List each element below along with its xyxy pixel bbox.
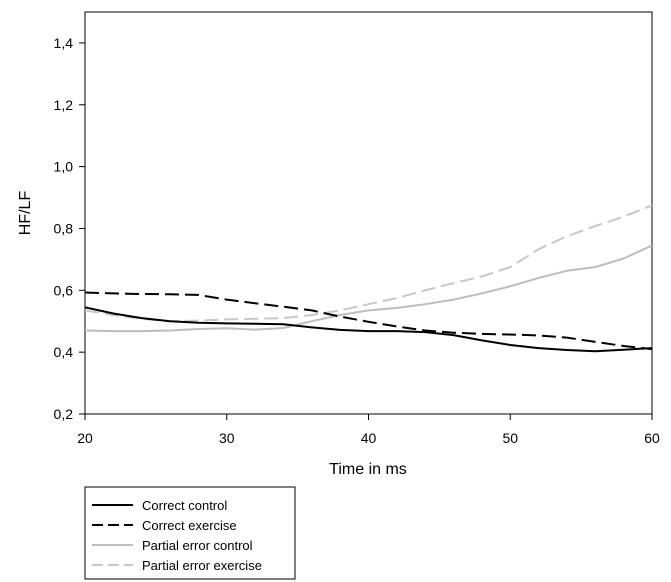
legend-label: Correct control — [142, 498, 227, 513]
series-line-partial-error-exercise — [84, 204, 653, 323]
series-line-correct-control — [84, 306, 653, 353]
y-tick-label: 0,6 — [54, 282, 74, 298]
series-line-correct-exercise — [84, 291, 653, 351]
series-line-partial-error-control — [84, 244, 653, 333]
y-tick-label: 1,2 — [54, 97, 74, 113]
x-tick-label: 50 — [502, 430, 518, 446]
y-axis-title: HF/LF — [17, 191, 34, 236]
y-tick-label: 1,4 — [54, 35, 74, 51]
series-layer — [84, 204, 653, 353]
x-axis: 20 30 40 50 60 — [77, 414, 660, 446]
y-tick-label: 0,8 — [54, 220, 74, 236]
y-tick-label: 0,4 — [54, 344, 74, 360]
x-tick-label: 40 — [361, 430, 377, 446]
legend-label: Partial error control — [142, 538, 253, 553]
legend: Correct control Correct exercise Partial e… — [84, 486, 296, 580]
plot-area — [84, 11, 653, 415]
y-axis: 0,2 0,4 0,6 0,8 1,0 1,2 1,4 — [54, 35, 85, 422]
legend-label: Partial error exercise — [142, 558, 262, 573]
legend-box — [84, 486, 296, 580]
x-tick-label: 20 — [77, 430, 93, 446]
y-tick-label: 0,2 — [54, 406, 74, 422]
y-tick-label: 1,0 — [54, 159, 74, 175]
x-axis-title: Time in ms — [329, 461, 407, 478]
x-tick-label: 30 — [219, 430, 235, 446]
x-tick-label: 60 — [644, 430, 660, 446]
legend-label: Correct exercise — [142, 518, 237, 533]
